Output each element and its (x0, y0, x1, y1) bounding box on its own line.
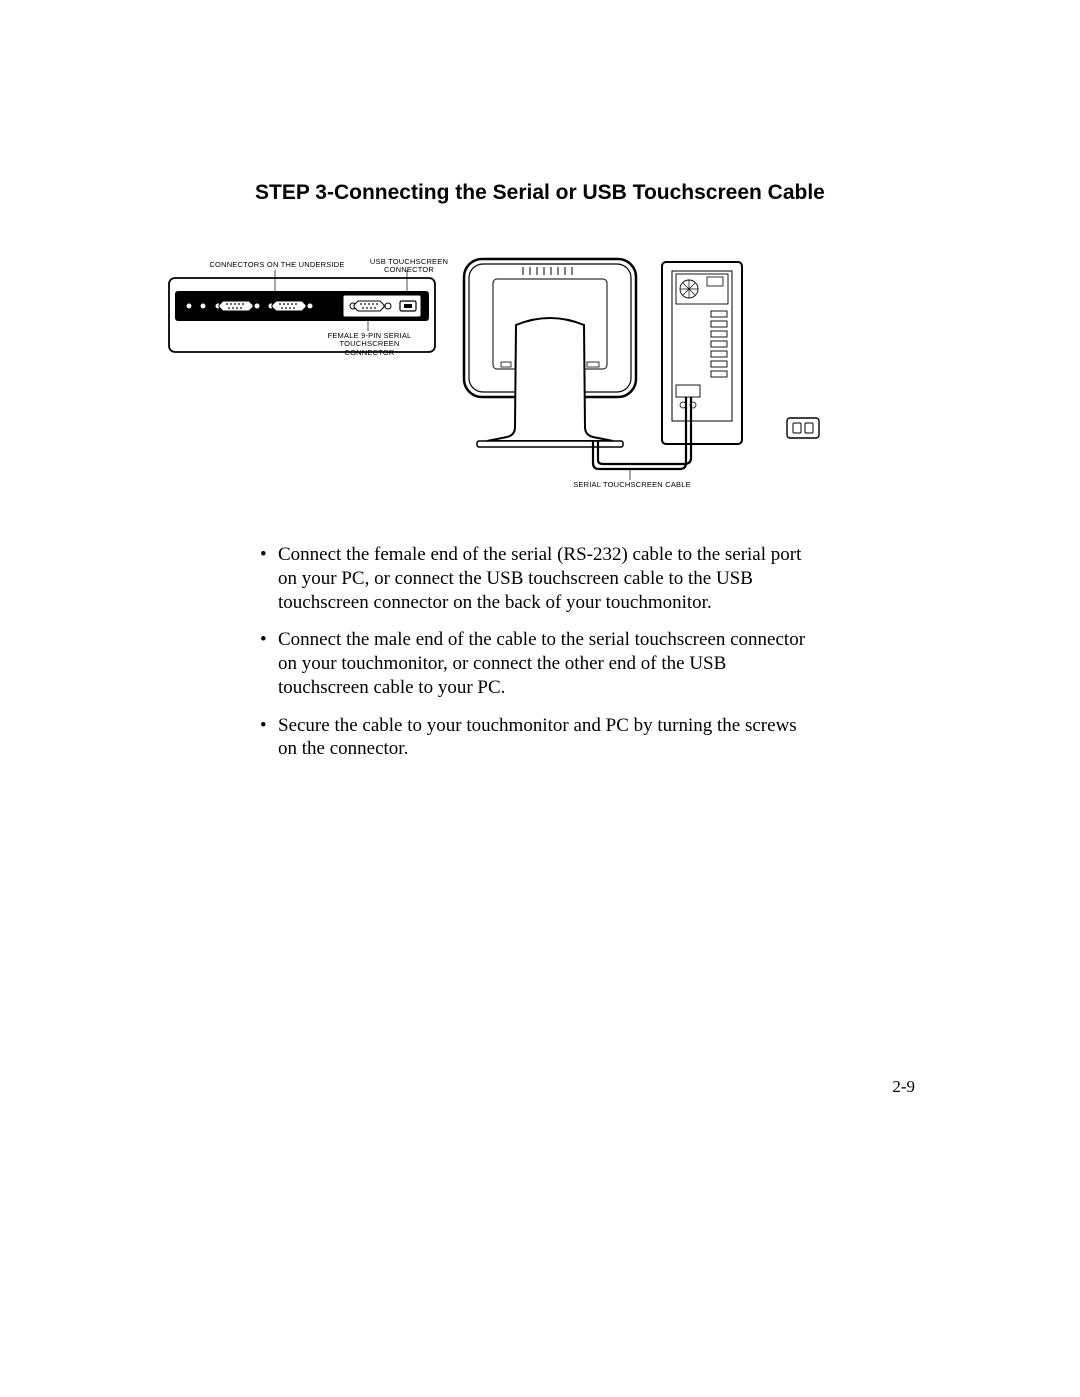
diagram-svg (167, 255, 827, 505)
bullet-1: Connect the female end of the serial (RS… (258, 543, 818, 614)
bullet-3: Secure the cable to your touchmonitor an… (258, 714, 818, 762)
label-usb-l2: CONNECTOR (384, 265, 434, 274)
connection-diagram: CONNECTORS ON THE UNDERSIDE USB TOUCHSCR… (167, 255, 827, 505)
manual-page: STEP 3-Connecting the Serial or USB Touc… (0, 0, 1080, 1397)
label-female-9pin: FEMALE 9-PIN SERIAL TOUCHSCREEN CONNECTO… (317, 332, 422, 357)
bullet-2: Connect the male end of the cable to the… (258, 628, 818, 699)
page-number: 2-9 (892, 1077, 915, 1097)
step-heading: STEP 3-Connecting the Serial or USB Touc… (255, 181, 825, 205)
instruction-list: Connect the female end of the serial (RS… (258, 543, 818, 775)
label-usb-connector: USB TOUCHSCREEN CONNECTOR (369, 258, 449, 275)
label-connectors-underside: CONNECTORS ON THE UNDERSIDE (207, 261, 347, 269)
label-9pin-l2: TOUCHSCREEN CONNECTOR (340, 339, 400, 356)
label-serial-cable: SERIAL TOUCHSCREEN CABLE (567, 481, 697, 489)
